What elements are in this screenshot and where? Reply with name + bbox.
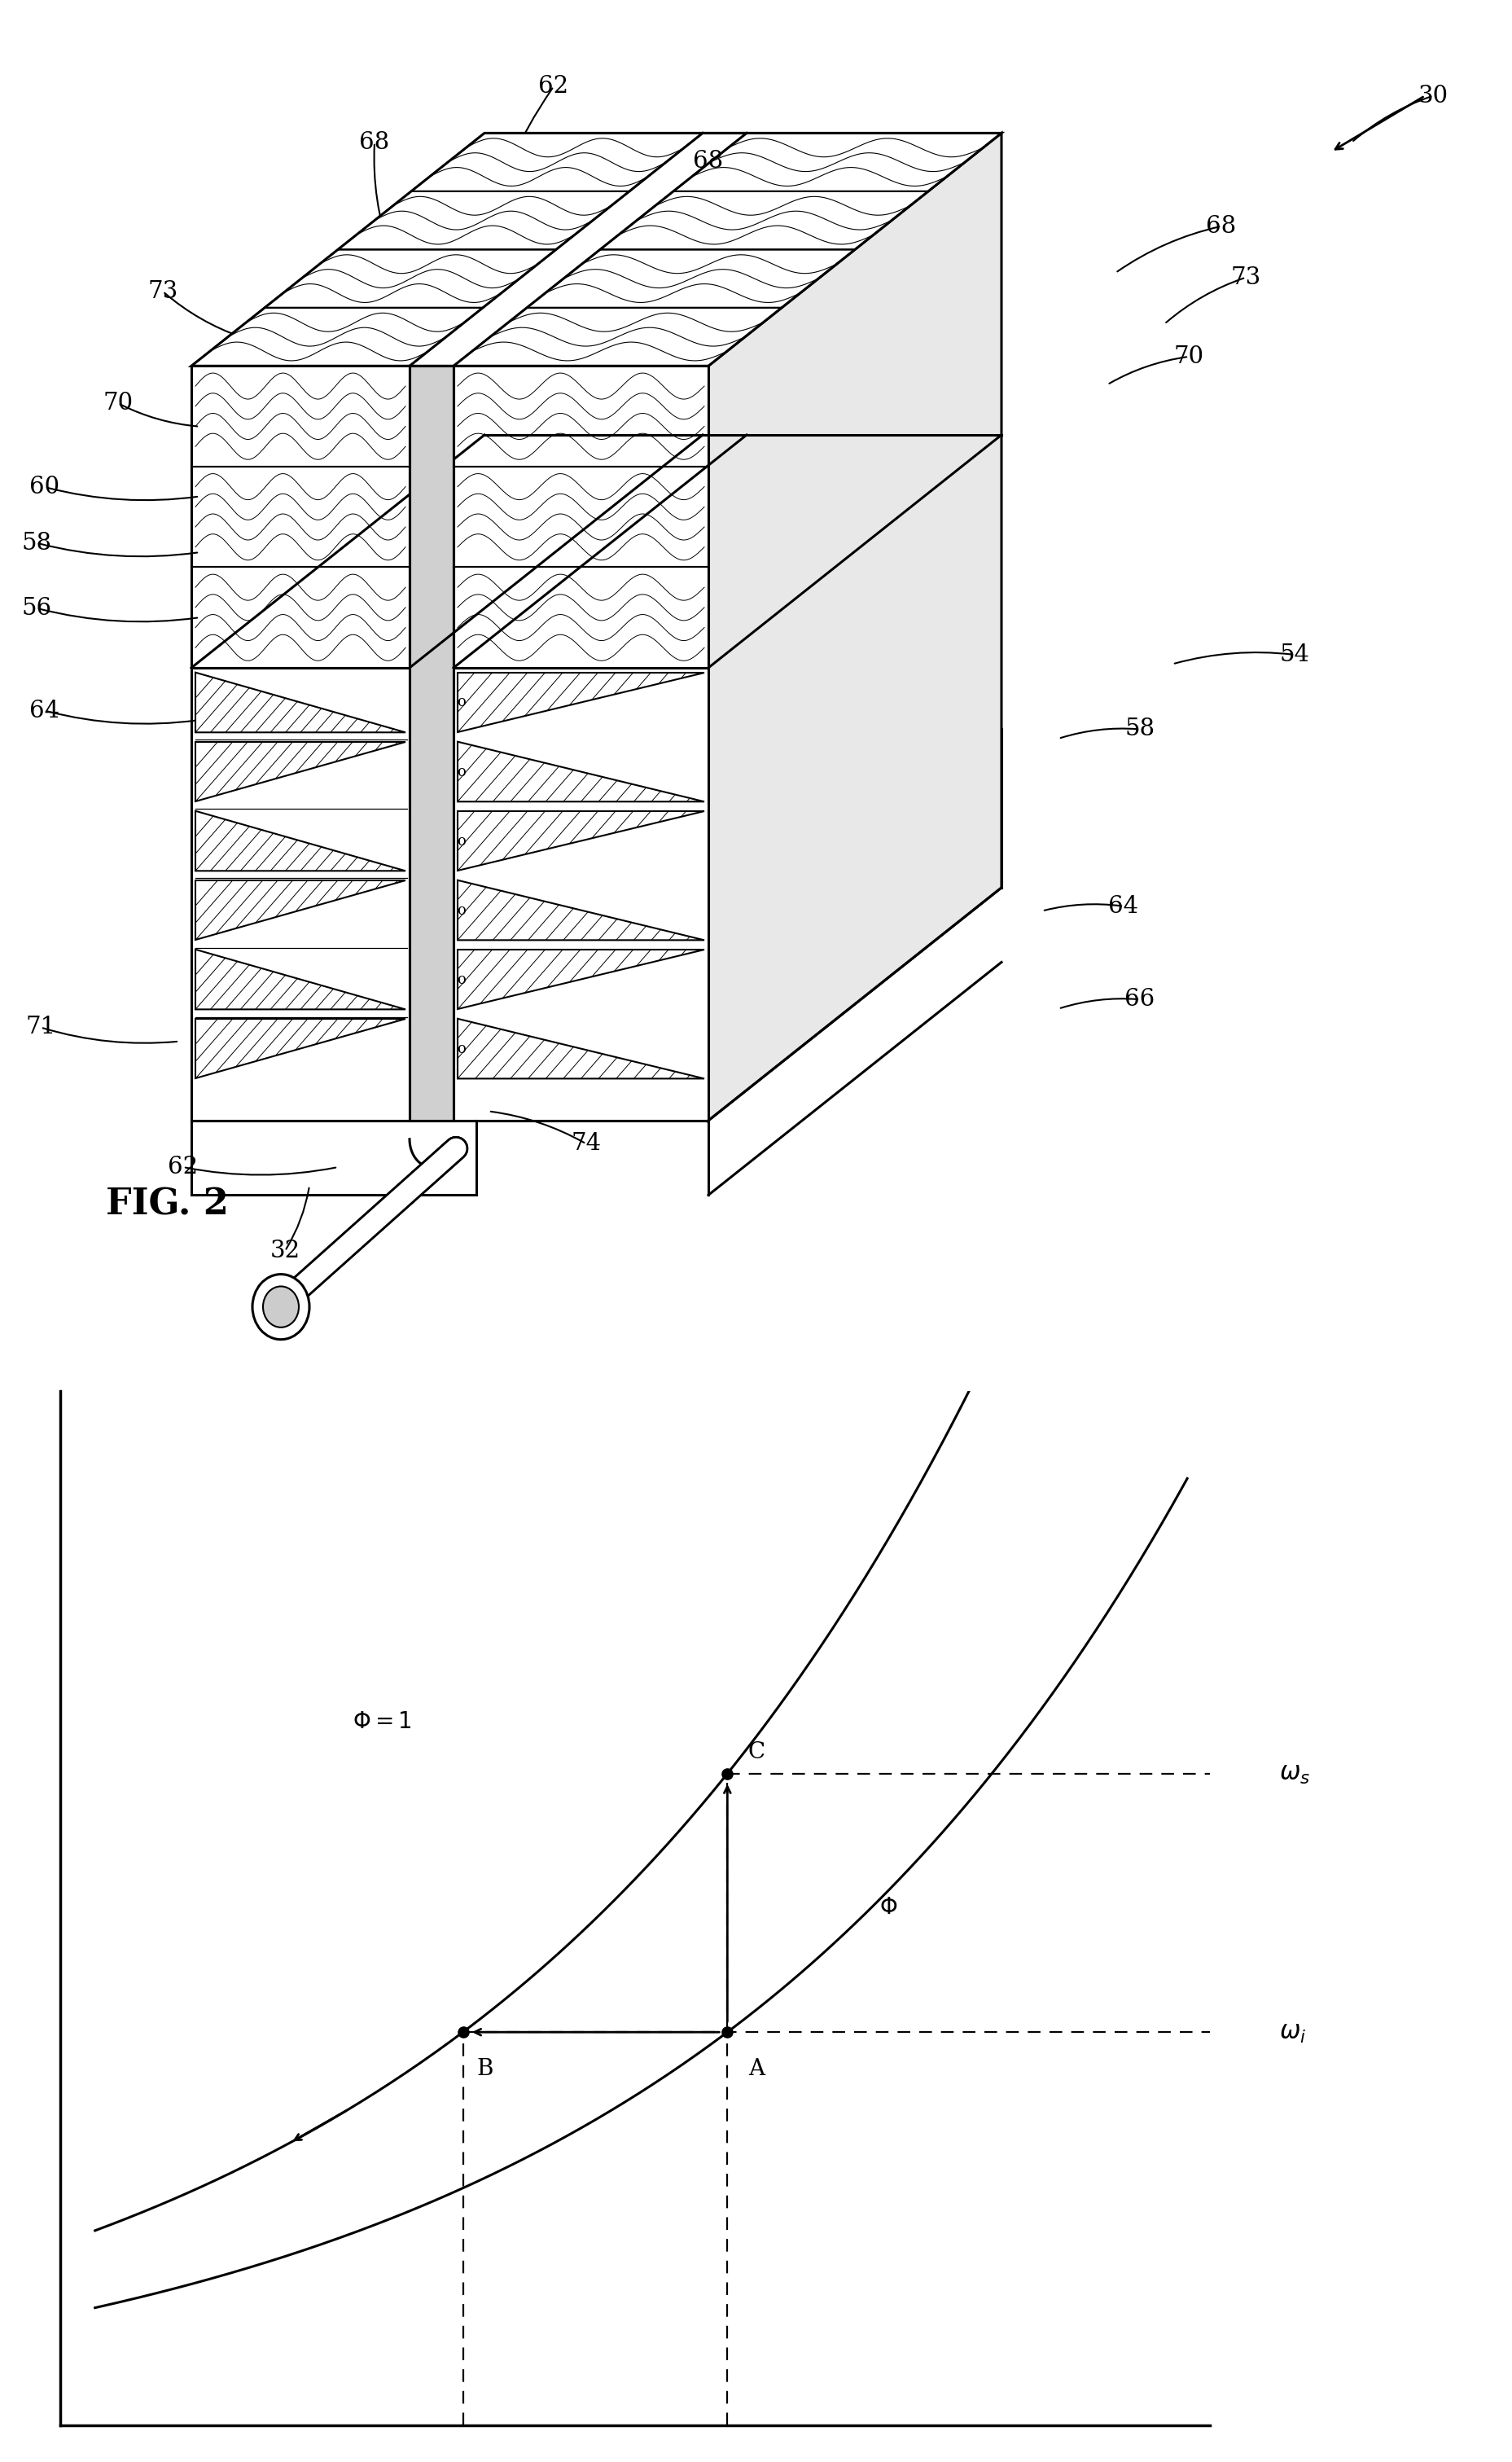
Text: B: B [476,2058,493,2080]
Polygon shape [457,810,705,872]
Polygon shape [195,672,405,731]
Point [451,2011,475,2051]
Text: 68: 68 [1205,214,1235,239]
Text: 64: 64 [30,699,60,721]
Polygon shape [191,367,708,1120]
Text: C: C [747,1741,765,1763]
Text: 68: 68 [692,150,723,172]
Text: $\omega_i$: $\omega_i$ [1279,2019,1306,2046]
Polygon shape [708,133,1001,1120]
Text: 71: 71 [26,1017,56,1039]
Text: 64: 64 [1108,894,1139,918]
Circle shape [263,1285,299,1327]
Polygon shape [195,950,405,1009]
Text: 62: 62 [168,1155,198,1179]
Text: 56: 56 [21,596,51,620]
Polygon shape [457,1019,705,1078]
Circle shape [253,1275,310,1339]
Polygon shape [195,1019,405,1078]
Text: o: o [457,694,466,709]
Text: o: o [457,763,466,778]
Point [715,1753,739,1792]
Text: $\omega_s$: $\omega_s$ [1279,1760,1309,1787]
Point [715,2011,739,2051]
Text: 60: 60 [30,475,60,497]
Text: 74: 74 [572,1133,602,1155]
Text: A: A [747,2058,764,2080]
Text: 54: 54 [1279,643,1309,667]
Text: 32: 32 [269,1238,299,1263]
Text: o: o [457,835,466,849]
Polygon shape [195,741,405,803]
Text: 73: 73 [1229,266,1259,288]
Text: 68: 68 [360,130,390,153]
Polygon shape [191,133,1001,367]
Text: 30: 30 [1417,84,1447,108]
Text: 58: 58 [21,532,51,554]
Polygon shape [195,881,405,940]
Polygon shape [457,741,705,803]
Text: 66: 66 [1123,987,1155,1012]
Text: 62: 62 [538,76,569,98]
Text: FIG. 2: FIG. 2 [106,1187,228,1221]
Text: $\Phi$: $\Phi$ [878,1898,897,1918]
Polygon shape [457,672,705,731]
Polygon shape [457,881,705,940]
Text: o: o [457,1041,466,1056]
Text: 73: 73 [148,281,178,303]
Polygon shape [410,367,454,1120]
Polygon shape [195,810,405,872]
Text: o: o [457,972,466,987]
Text: 70: 70 [1173,345,1204,367]
Text: $\Phi=1$: $\Phi=1$ [352,1711,411,1733]
Text: o: o [457,904,466,918]
Polygon shape [457,950,705,1009]
Text: 58: 58 [1125,719,1154,741]
Text: 70: 70 [103,391,133,414]
